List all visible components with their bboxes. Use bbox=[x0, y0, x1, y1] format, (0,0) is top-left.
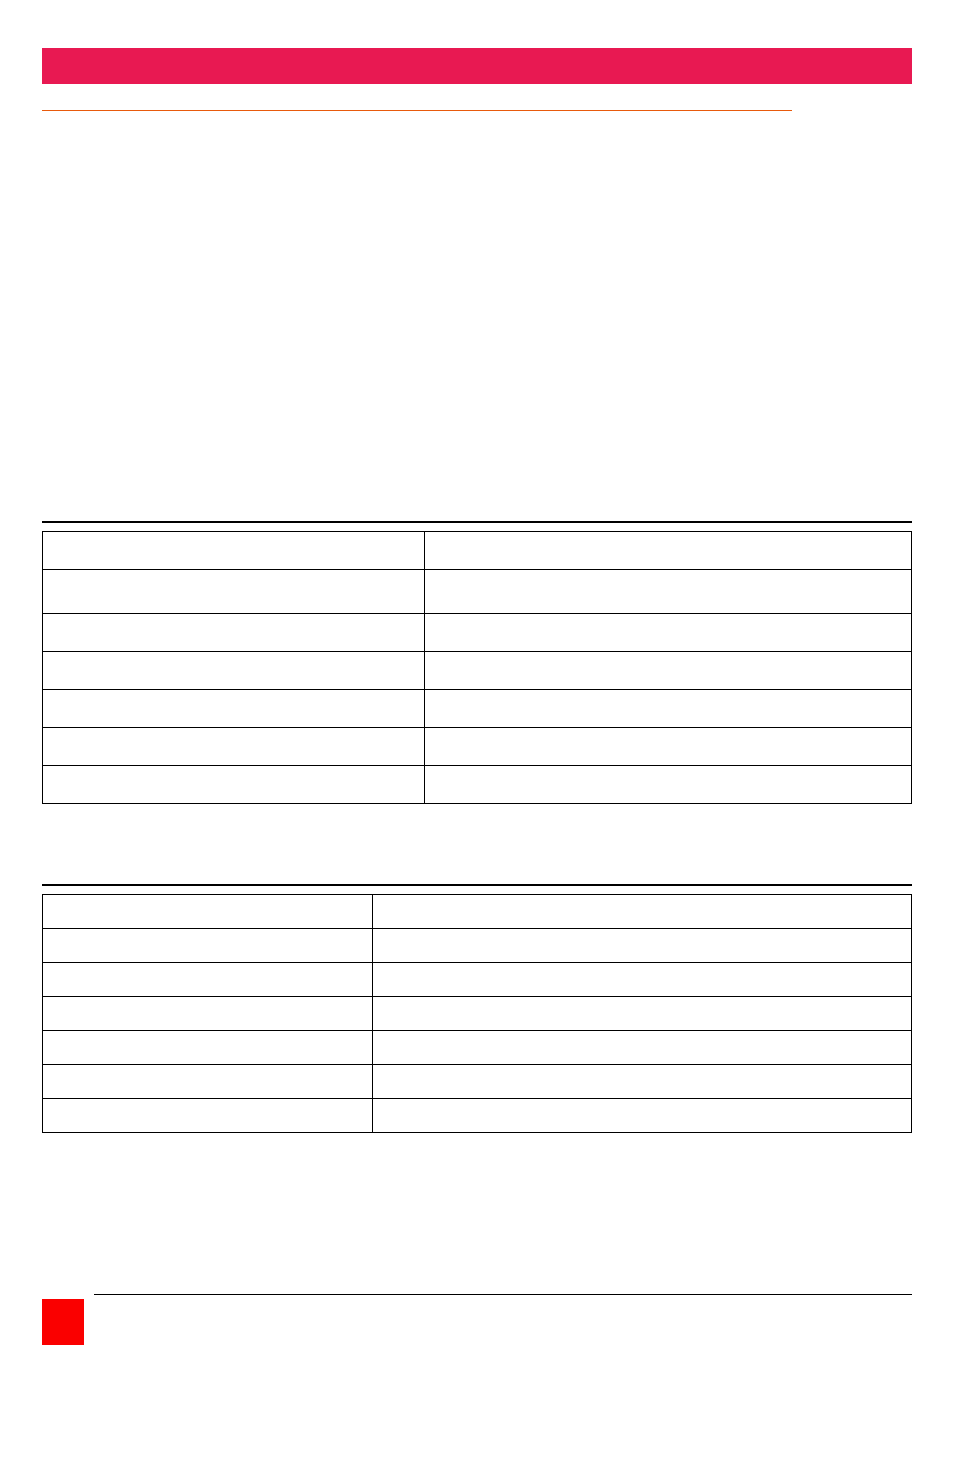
table-cell bbox=[43, 690, 425, 728]
table-cell bbox=[373, 929, 912, 963]
table-cell bbox=[425, 570, 912, 614]
table-2-section bbox=[42, 884, 912, 1133]
table-cell bbox=[43, 1031, 373, 1065]
table-cell bbox=[43, 532, 425, 570]
table-1-section bbox=[42, 521, 912, 804]
table-cell bbox=[43, 963, 373, 997]
table-row bbox=[43, 963, 912, 997]
header-bar bbox=[42, 48, 912, 84]
table-cell bbox=[43, 1099, 373, 1133]
footer-rule bbox=[94, 1294, 912, 1295]
table-cell bbox=[373, 997, 912, 1031]
body-text-area bbox=[42, 141, 912, 491]
subtitle-underline bbox=[42, 104, 792, 111]
table-cell bbox=[425, 728, 912, 766]
table-cell bbox=[425, 766, 912, 804]
table-cell bbox=[43, 570, 425, 614]
table-cell bbox=[373, 1099, 912, 1133]
table-row bbox=[43, 997, 912, 1031]
table-row bbox=[43, 929, 912, 963]
table-cell bbox=[425, 690, 912, 728]
table-row bbox=[43, 1031, 912, 1065]
table-cell bbox=[43, 652, 425, 690]
table-cell bbox=[425, 652, 912, 690]
table-cell bbox=[373, 1031, 912, 1065]
table-row bbox=[43, 570, 912, 614]
table-row bbox=[43, 652, 912, 690]
table-row bbox=[43, 1065, 912, 1099]
table-row bbox=[43, 728, 912, 766]
table-cell bbox=[425, 614, 912, 652]
table-cell bbox=[43, 614, 425, 652]
table-row bbox=[43, 614, 912, 652]
footer bbox=[42, 1294, 912, 1345]
table-cell bbox=[43, 895, 373, 929]
page-number-box bbox=[42, 1299, 84, 1345]
table-row bbox=[43, 532, 912, 570]
table-2-top-rule bbox=[42, 884, 912, 886]
table-row bbox=[43, 895, 912, 929]
table-cell bbox=[43, 1065, 373, 1099]
table-cell bbox=[373, 963, 912, 997]
table-row bbox=[43, 690, 912, 728]
table-cell bbox=[373, 1065, 912, 1099]
subtitle-section bbox=[42, 104, 912, 111]
table-2 bbox=[42, 894, 912, 1133]
table-1-top-rule bbox=[42, 521, 912, 523]
table-cell bbox=[43, 929, 373, 963]
table-row bbox=[43, 766, 912, 804]
table-1 bbox=[42, 531, 912, 804]
table-cell bbox=[373, 895, 912, 929]
table-cell bbox=[43, 766, 425, 804]
table-row bbox=[43, 1099, 912, 1133]
table-cell bbox=[43, 728, 425, 766]
table-cell bbox=[43, 997, 373, 1031]
table-cell bbox=[425, 532, 912, 570]
